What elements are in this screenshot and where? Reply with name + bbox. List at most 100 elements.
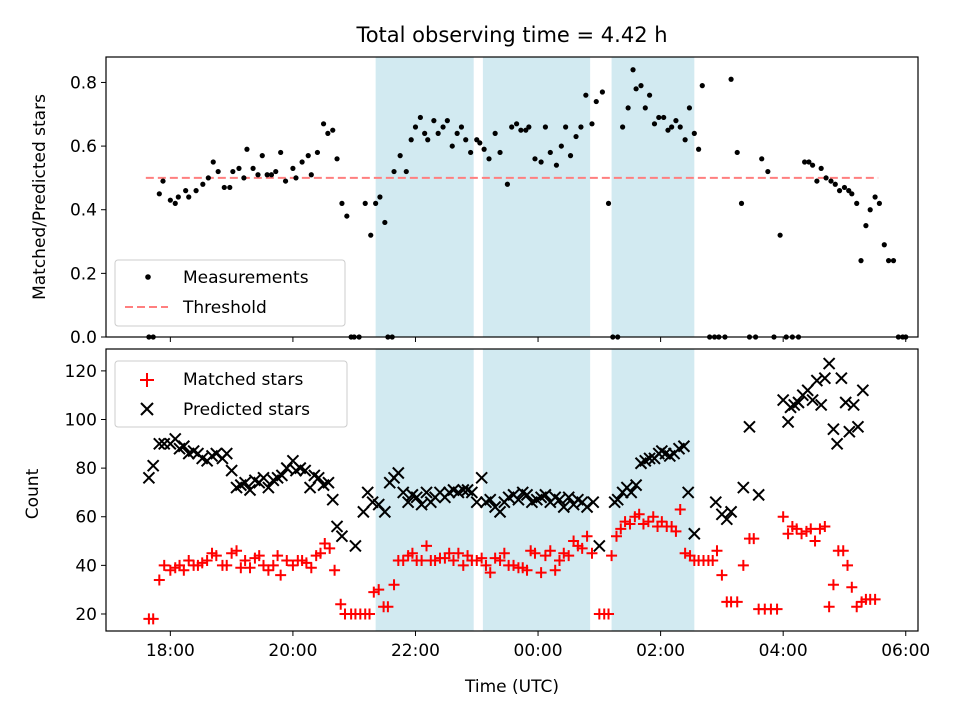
- measurement-point: [890, 258, 897, 264]
- measurement-point: [221, 184, 227, 191]
- matched-star-point: [262, 564, 274, 576]
- top-y-axis-label: Matched/Predicted stars: [30, 94, 50, 300]
- measurement-point: [513, 121, 520, 127]
- measurement-point: [435, 130, 441, 136]
- measurement-point: [682, 137, 688, 143]
- measurement-point: [538, 159, 544, 165]
- predicted-star-point: [326, 493, 339, 506]
- measurement-point: [885, 258, 892, 264]
- matched-star-point: [471, 555, 483, 566]
- measurement-point: [854, 200, 860, 206]
- predicted-star-point: [856, 384, 870, 397]
- measurement-point: [417, 114, 423, 121]
- y-tick-label: 0.2: [70, 264, 97, 284]
- matched-star-point: [777, 511, 789, 523]
- measurement-point: [841, 184, 848, 191]
- predicted-star-point: [643, 452, 656, 465]
- bottom-legend-label-predicted: Predicted stars: [183, 400, 310, 420]
- matched-star-point: [674, 503, 686, 515]
- matched-star-point: [846, 581, 858, 593]
- measurement-point: [172, 200, 178, 206]
- measurement-point: [547, 149, 553, 156]
- measurement-point: [567, 153, 574, 159]
- measurement-point: [314, 149, 321, 156]
- matched-star-point: [615, 523, 627, 535]
- predicted-star-point: [562, 491, 575, 504]
- matched-star-point: [637, 518, 649, 530]
- predicted-star-point: [275, 469, 289, 482]
- measurement-point: [518, 127, 524, 133]
- y-tick-label: 60: [75, 508, 97, 528]
- y-tick-label: 0.4: [70, 201, 97, 221]
- predicted-star-point: [262, 481, 275, 494]
- matched-star-point: [429, 555, 441, 566]
- measurement-point: [863, 223, 869, 229]
- measurement-point: [583, 92, 589, 98]
- measurement-point: [646, 92, 653, 98]
- predicted-star-point: [330, 520, 344, 533]
- predicted-star-point: [681, 486, 695, 499]
- predicted-star-point: [401, 495, 415, 509]
- bottom-axes-frame: [105, 348, 919, 632]
- matched-star-point: [382, 601, 394, 613]
- predicted-star-point: [737, 481, 750, 494]
- measurement-point: [638, 83, 644, 89]
- measurement-point: [382, 219, 388, 226]
- matched-star-point: [633, 508, 645, 520]
- measurement-point: [273, 168, 279, 175]
- measurement-point: [215, 168, 221, 175]
- matched-star-point: [287, 559, 299, 571]
- measurement-point: [832, 181, 838, 187]
- matched-star-point: [305, 562, 317, 574]
- predicted-star-point: [835, 371, 848, 385]
- predicted-star-point: [257, 471, 270, 485]
- x-tick-label: 22:00: [391, 641, 440, 661]
- predicted-star-point: [792, 396, 805, 409]
- predicted-legend-marker: [140, 402, 154, 416]
- x-tick-label: 18:00: [146, 641, 195, 661]
- predicted-star-point: [397, 486, 410, 499]
- measurement-point: [463, 137, 469, 143]
- matched-star-point: [406, 547, 418, 559]
- matched-star-point: [819, 520, 831, 532]
- matched-legend-marker: [140, 373, 154, 387]
- measurement-point: [605, 200, 612, 206]
- measurement-point: [255, 172, 261, 178]
- matched-star-point: [805, 523, 817, 535]
- matched-star-point: [656, 516, 668, 528]
- matched-star-point: [235, 562, 247, 574]
- predicted-star-point: [392, 466, 405, 480]
- measurement-point: [408, 137, 414, 143]
- measurement-point: [268, 172, 275, 178]
- predicted-star-point: [153, 437, 166, 451]
- measurement-point: [497, 149, 503, 156]
- measurement-point: [377, 194, 383, 200]
- measurement-point: [656, 114, 662, 121]
- measurement-point: [691, 130, 697, 136]
- measurement-point: [368, 232, 374, 238]
- matched-star-point: [324, 542, 336, 554]
- measurement-point: [872, 194, 878, 200]
- predicted-star-point: [847, 398, 860, 412]
- matched-star-point: [581, 530, 593, 542]
- top-panel: 0.00.20.40.60.8 Matched/Predicted stars …: [30, 56, 919, 348]
- bottom-legend: Matched stars Predicted stars: [114, 360, 348, 428]
- measurement-point: [589, 121, 595, 127]
- matched-star-point: [476, 552, 488, 564]
- matched-stars-points: [143, 503, 881, 625]
- matched-star-point: [851, 601, 863, 613]
- measurement-point: [673, 118, 679, 124]
- matched-star-point: [196, 557, 208, 569]
- predicted-star-point: [843, 425, 856, 438]
- shaded-interval: [482, 349, 591, 631]
- predicted-star-point: [322, 476, 335, 489]
- predicted-star-point: [822, 357, 836, 370]
- matched-star-point: [576, 542, 588, 554]
- measurement-point: [734, 149, 740, 156]
- bottom-x-axis-label: Time (UTC): [464, 677, 559, 697]
- predicted-star-point: [335, 529, 349, 543]
- matched-star-point: [679, 547, 691, 559]
- matched-star-point: [226, 547, 238, 559]
- matched-star-point: [494, 555, 506, 566]
- measurement-point: [282, 178, 289, 184]
